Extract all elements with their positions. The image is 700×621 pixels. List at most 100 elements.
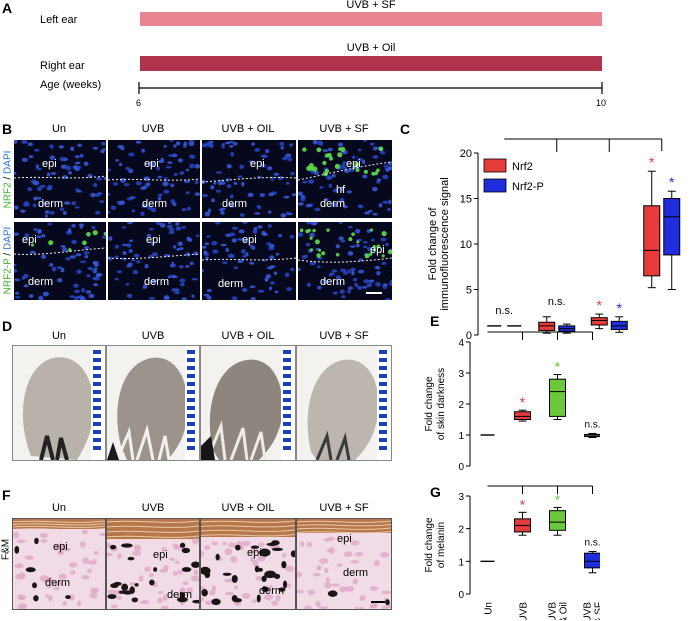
keratin-layer [107, 525, 199, 528]
dapi-nucleus [206, 295, 212, 300]
dapi-nucleus [348, 225, 353, 229]
dapi-nucleus [178, 265, 184, 269]
f-col-uvb-sf: UVB + SF [319, 502, 369, 514]
cell [223, 578, 234, 583]
cell [352, 578, 358, 585]
melanin-deposit [122, 590, 133, 595]
dapi-nucleus [189, 154, 196, 159]
dapi-nucleus [101, 141, 105, 145]
dapi-nucleus [314, 207, 321, 212]
melanin-deposit [256, 567, 264, 572]
cell [53, 586, 60, 591]
dapi-nucleus [58, 145, 64, 149]
cell [224, 591, 235, 596]
left-ear-label: Left ear [40, 14, 78, 26]
cell [70, 570, 76, 575]
dapi-nucleus [247, 192, 254, 198]
annotation-ns: n.s. [495, 305, 513, 317]
b-epi-5: epi [22, 234, 37, 246]
dapi-nucleus [94, 210, 101, 215]
box-Nrf2 [538, 316, 556, 334]
cell [192, 537, 199, 545]
melanin-deposit [231, 594, 238, 602]
dapi-nucleus [267, 224, 273, 228]
keratin-layer [201, 529, 295, 532]
dapi-nucleus [96, 192, 103, 196]
dapi-nucleus [47, 222, 53, 226]
dapi-nucleus [188, 141, 195, 147]
nrf2-positive-cell [379, 147, 383, 151]
dapi-nucleus [115, 159, 119, 162]
dapi-nucleus [245, 252, 249, 257]
f-col-un: Un [51, 502, 67, 514]
dapi-nucleus [68, 171, 72, 175]
nrf2-positive-cell [30, 243, 35, 247]
dapi-nucleus [220, 243, 227, 247]
melanin-deposit [192, 599, 199, 604]
dapi-nucleus [56, 266, 63, 270]
dapi-nucleus [163, 176, 168, 182]
nrf2-positive-cell [316, 253, 321, 258]
keratin-layer [201, 534, 295, 537]
dapi-nucleus [127, 262, 133, 267]
cell [129, 581, 135, 586]
dapi-nucleus [284, 272, 290, 278]
dapi-nucleus [49, 262, 54, 267]
dapi-nucleus [177, 158, 184, 163]
dapi-nucleus [155, 222, 162, 226]
dapi-nucleus [32, 180, 40, 186]
dapi-nucleus [372, 155, 379, 159]
dapi-nucleus [64, 201, 70, 205]
cell [148, 573, 155, 577]
histology-oil: epi derm [200, 518, 296, 610]
dapi-nucleus [38, 295, 44, 300]
box [514, 411, 531, 420]
melanin-deposit [191, 561, 199, 568]
b-derm-3: derm [222, 198, 248, 210]
y-axis-label: Fold changeof melanin [424, 517, 447, 572]
dapi-nucleus [92, 146, 98, 150]
dapi-nucleus [167, 161, 173, 164]
cell [133, 544, 142, 552]
box [549, 510, 566, 531]
dapi-nucleus [114, 244, 119, 249]
dapi-nucleus [194, 163, 200, 169]
cell [297, 589, 305, 594]
dapi-nucleus [133, 253, 140, 258]
cell [359, 595, 366, 601]
cell [211, 585, 217, 592]
nrf2-positive-cell [321, 251, 326, 256]
dapi-nucleus [303, 254, 309, 258]
nrf2-positive-cell [337, 152, 343, 158]
dapi-nucleus [122, 226, 127, 229]
keratin-layer [297, 520, 391, 523]
dapi-nucleus [93, 283, 99, 287]
dapi-nucleus [300, 197, 306, 202]
cell [40, 538, 48, 543]
dapi-nucleus [33, 227, 38, 232]
y-tick-label: 3 [458, 369, 464, 380]
dapi-nucleus [103, 176, 106, 180]
nrf2-label: NRF2 [2, 182, 14, 209]
cell [211, 541, 219, 546]
dapi-nucleus [322, 149, 329, 152]
cell [222, 541, 227, 546]
basement-membrane-line [298, 257, 392, 263]
dapi-nucleus [254, 147, 261, 152]
cell [17, 594, 25, 600]
dapi-nucleus [79, 224, 84, 229]
stain-label-text: F&M [0, 538, 12, 561]
x-category-label: UVB [519, 602, 530, 620]
f-epi-2: epi [153, 549, 168, 561]
nrf2-positive-cell [372, 244, 376, 249]
significance-star: * [520, 394, 526, 410]
cell [82, 557, 89, 565]
ear-photo-oil-art [201, 346, 295, 460]
box-2 [549, 506, 566, 536]
dapi-nucleus [73, 283, 79, 288]
basement-membrane-line [108, 178, 200, 181]
dapi-nucleus [14, 205, 19, 210]
dapi-nucleus [339, 289, 345, 294]
y-tick-label: 2 [458, 400, 464, 411]
dapi-nucleus [248, 261, 255, 265]
